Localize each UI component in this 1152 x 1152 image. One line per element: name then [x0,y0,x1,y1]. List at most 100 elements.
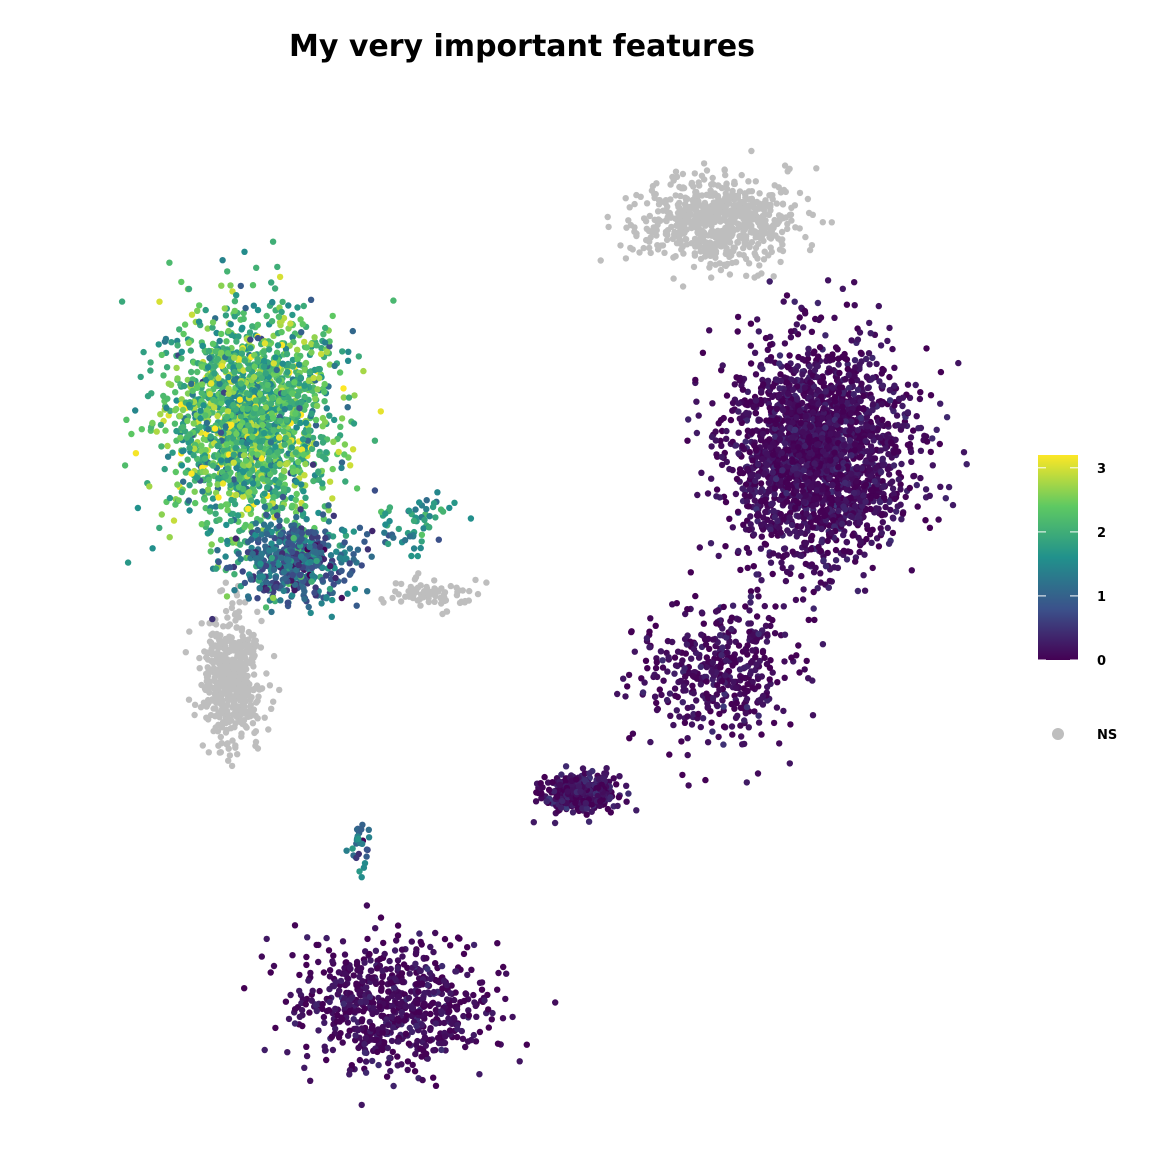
data-point [722,543,729,550]
data-point [249,550,256,557]
data-point [299,436,307,443]
data-point [252,397,259,404]
data-point [344,404,351,411]
data-point [266,448,273,456]
data-point [218,330,225,338]
data-point [371,437,379,444]
data-point [118,298,126,305]
data-point [185,339,192,346]
data-point [327,570,335,577]
data-point [927,392,935,399]
data-point [304,437,312,444]
data-point [240,468,247,476]
data-point [212,510,219,517]
ns-point [667,214,674,221]
data-point [153,428,160,435]
data-point [205,347,213,355]
ns-point [806,246,814,254]
ns-point [256,686,263,693]
data-point [197,423,204,431]
data-point [225,399,232,406]
data-point [265,422,272,429]
ns-point [697,248,704,255]
data-point [301,595,308,603]
data-point [295,458,302,466]
data-point [254,451,261,458]
data-point [245,365,252,373]
ns-point [220,678,227,686]
data-point [178,348,185,355]
data-point [709,400,716,407]
data-point [430,500,438,507]
data-point [233,464,240,472]
data-point [241,523,248,531]
data-point [242,304,249,312]
data-point [898,516,905,523]
data-point [233,491,240,498]
data-point [832,344,840,351]
data-point [283,461,290,468]
data-point [214,442,221,450]
data-point [848,337,855,344]
ns-point [726,200,733,207]
data-point [265,346,273,353]
data-point [228,496,235,504]
data-point [237,413,245,420]
ns-point [206,681,213,688]
data-point [843,486,850,493]
data-point [747,342,754,349]
ns-point [718,184,726,192]
data-point [451,499,458,506]
data-point [844,365,851,373]
data-point [202,468,209,476]
data-point [300,488,307,495]
ns-point [680,250,687,257]
data-point [364,546,372,553]
data-point [250,409,257,417]
data-point [287,320,294,327]
data-point [263,530,271,538]
data-point [273,583,280,591]
data-point [338,594,345,602]
ns-point [456,599,464,607]
data-point [371,487,379,494]
data-point [713,493,720,500]
ns-point [268,705,275,712]
data-point [298,530,306,537]
ns-point [729,187,736,195]
data-point [303,516,310,523]
ns-point [226,752,234,759]
ns-point [796,225,803,232]
data-point [300,451,307,458]
data-point [313,402,321,409]
ns-point [212,724,219,731]
ns-point [228,762,236,770]
data-point [420,525,427,532]
ns-point [773,220,780,228]
data-point [280,587,287,595]
data-point [224,268,231,275]
ns-point [730,247,737,255]
ns-point [671,228,678,236]
ns-point [241,641,249,649]
data-point [246,470,253,477]
data-point [217,429,225,436]
data-point [268,608,275,616]
data-point [252,520,259,527]
data-point [285,302,292,309]
data-point [176,326,183,333]
ns-point [734,239,742,246]
data-point [281,575,289,582]
ns-point [199,742,206,749]
ns-point [736,251,743,258]
data-point [329,596,336,604]
data-point [214,452,222,459]
ns-point [769,232,777,239]
ns-point [637,193,644,200]
data-point [747,360,755,367]
data-point [325,518,332,525]
data-point [185,401,193,409]
data-point [317,433,325,441]
data-point [386,504,394,511]
ns-point [215,742,222,749]
